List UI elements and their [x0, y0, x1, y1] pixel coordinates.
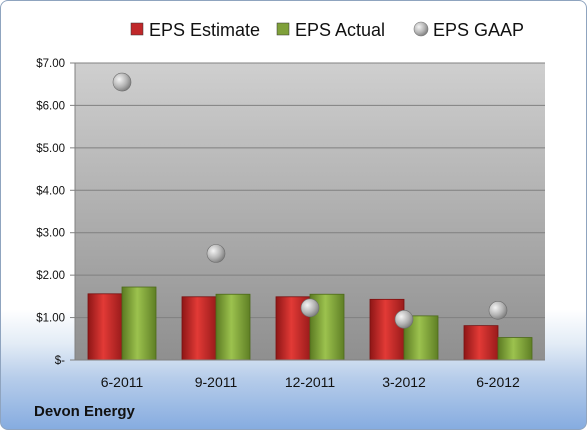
bar-eps-estimate — [87, 293, 123, 361]
y-axis: $- $1.00 $2.00 $3.00 $4.00 $5.00 $6.00 $7.00 — [36, 58, 76, 367]
y-tick-label: $2.00 — [36, 270, 65, 282]
bar-eps-estimate — [463, 325, 499, 361]
bar-eps-actual — [497, 337, 533, 361]
bar-eps-actual — [215, 293, 251, 361]
x-tick-label: 6-2011 — [101, 374, 144, 390]
gaap-point — [206, 244, 226, 263]
y-tick-label: $7.00 — [36, 58, 65, 70]
y-tick-label: $6.00 — [36, 100, 65, 112]
legend-label: EPS Actual — [295, 20, 385, 40]
x-tick-label: 6-2012 — [476, 374, 520, 390]
y-tick-label: $- — [55, 355, 65, 367]
gaap-point — [488, 301, 508, 320]
bar-eps-actual — [121, 286, 157, 361]
gaap-point — [112, 72, 132, 92]
x-tick-label: 12-2011 — [285, 374, 336, 390]
x-axis: 6-2011 9-2011 12-2011 3-2012 6-2012 — [75, 359, 545, 390]
legend-gaap-marker — [413, 21, 429, 37]
legend-swatch — [276, 22, 290, 36]
legend-label: EPS Estimate — [149, 20, 260, 40]
legend-label: EPS GAAP — [433, 20, 524, 40]
y-tick-label: $3.00 — [36, 228, 65, 240]
y-tick-label: $4.00 — [36, 185, 65, 197]
x-tick-label: 9-2011 — [195, 374, 238, 390]
legend: EPS Estimate EPS Actual EPS GAAP — [130, 20, 524, 40]
bar-eps-estimate — [181, 296, 217, 361]
gaap-point — [300, 298, 320, 318]
y-tick-label: $1.00 — [36, 313, 65, 325]
gaap-points — [112, 72, 508, 329]
legend-swatch — [130, 22, 144, 36]
company-name: Devon Energy — [34, 403, 135, 420]
x-tick-label: 3-2012 — [382, 374, 426, 390]
bar-eps-estimate — [369, 298, 405, 361]
y-tick-label: $5.00 — [36, 143, 65, 155]
gaap-point — [394, 309, 414, 329]
